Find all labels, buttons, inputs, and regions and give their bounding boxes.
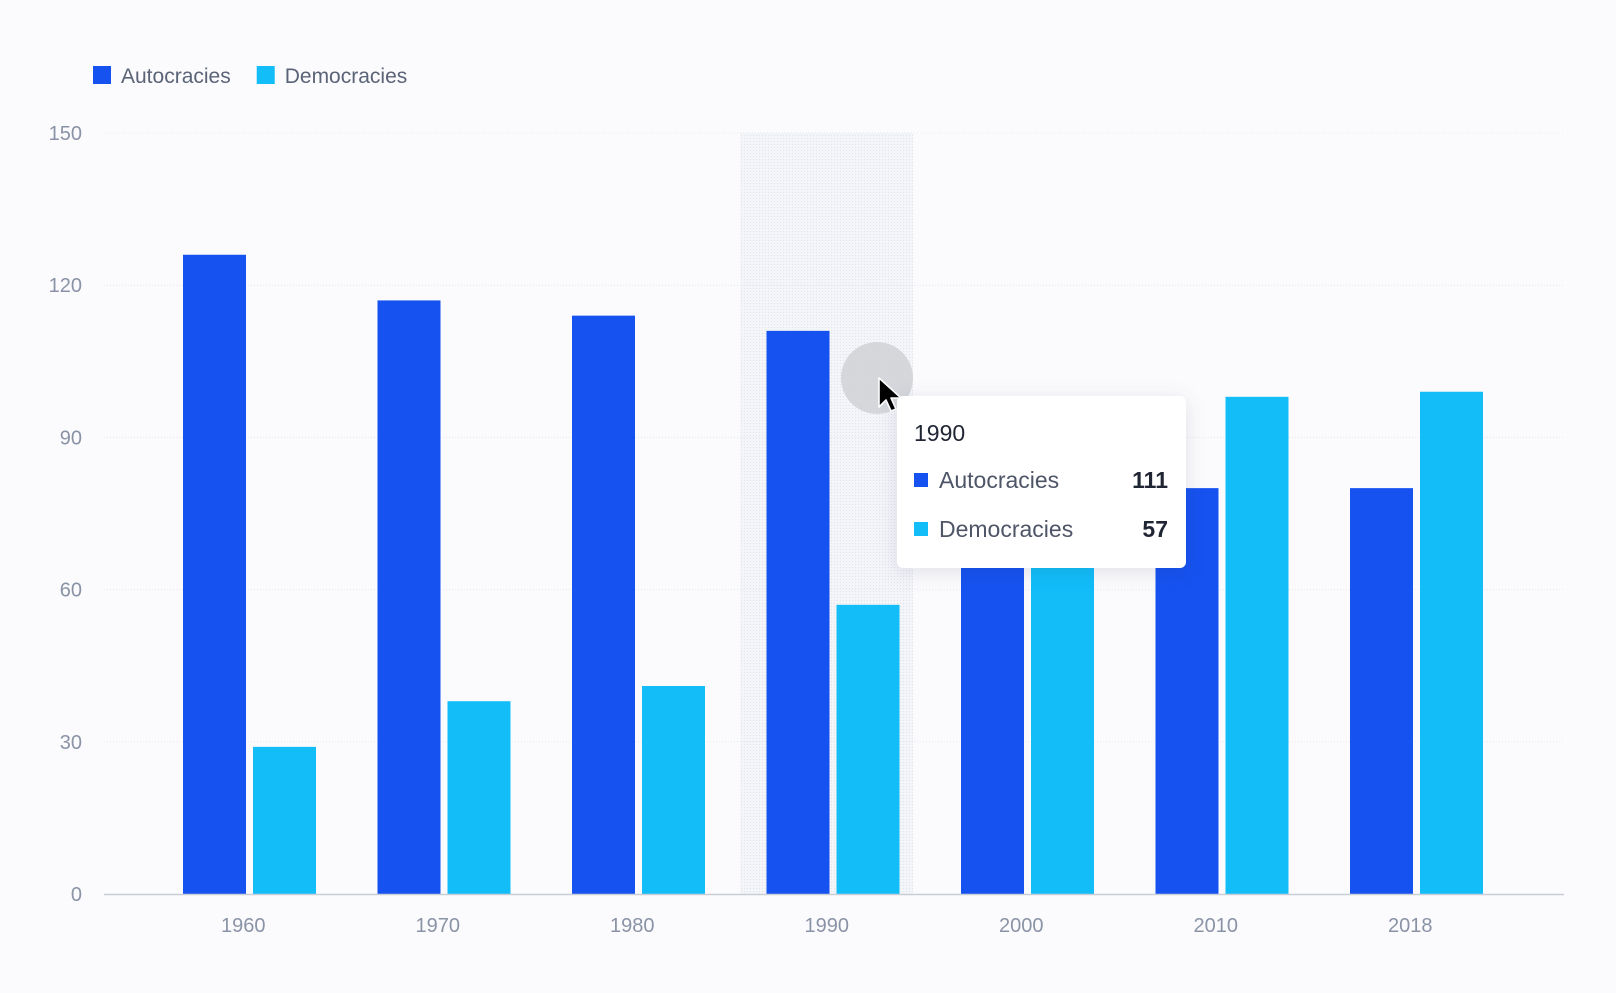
y-tick-label: 120: [49, 275, 82, 297]
bar-autocracies-2018[interactable]: [1350, 488, 1413, 894]
bar-autocracies-1970[interactable]: [377, 300, 441, 894]
axes: 0 30 60 90 120 150 1960 1970 1980 1990 2000 2010 201…: [49, 123, 1564, 937]
x-tick-label: 1990: [805, 915, 850, 937]
bar-democracies-1970[interactable]: [447, 701, 511, 894]
x-tick-label: 2010: [1194, 915, 1239, 937]
cursor: [841, 342, 913, 414]
y-tick-label: 0: [71, 884, 82, 906]
bar-autocracies-1960[interactable]: [183, 254, 246, 894]
legend-swatch[interactable]: [256, 66, 275, 84]
tooltip-series-label: Democracies: [939, 516, 1073, 542]
legend: Autocracies Democracies: [93, 65, 407, 88]
tooltip-series-value: 111: [1132, 467, 1168, 493]
x-tick-label: 1970: [416, 915, 461, 937]
legend-swatch[interactable]: [93, 66, 111, 84]
bar-democracies-2010[interactable]: [1225, 396, 1289, 894]
tooltip-swatch: [914, 473, 928, 487]
bars: [183, 254, 1483, 894]
x-tick-label: 1980: [610, 915, 655, 937]
bar-democracies-1990[interactable]: [836, 604, 900, 894]
x-tick-label: 2000: [999, 915, 1044, 937]
tooltip-series-value: 57: [1142, 516, 1168, 542]
bar-democracies-2018[interactable]: [1420, 391, 1483, 894]
y-tick-label: 60: [60, 580, 82, 602]
tooltip: 1990 Autocracies 111 Democracies 57: [897, 396, 1186, 568]
gridlines: [104, 132, 1564, 743]
bar-democracies-1960[interactable]: [253, 746, 316, 894]
y-tick-label: 90: [60, 427, 82, 449]
y-tick-label: 30: [60, 732, 82, 754]
legend-label[interactable]: Democracies: [285, 65, 408, 88]
tooltip-title: 1990: [914, 420, 965, 446]
bar-democracies-1980[interactable]: [642, 685, 705, 894]
bar-autocracies-1990[interactable]: [766, 330, 830, 894]
tooltip-series-label: Autocracies: [939, 467, 1059, 493]
x-tick-label: 2018: [1388, 915, 1433, 937]
y-tick-label: 150: [49, 123, 82, 145]
x-tick-label: 1960: [221, 915, 266, 937]
bar-autocracies-1980[interactable]: [572, 315, 635, 894]
legend-label[interactable]: Autocracies: [121, 65, 231, 88]
tooltip-box: [897, 396, 1186, 568]
tooltip-swatch: [914, 522, 928, 536]
